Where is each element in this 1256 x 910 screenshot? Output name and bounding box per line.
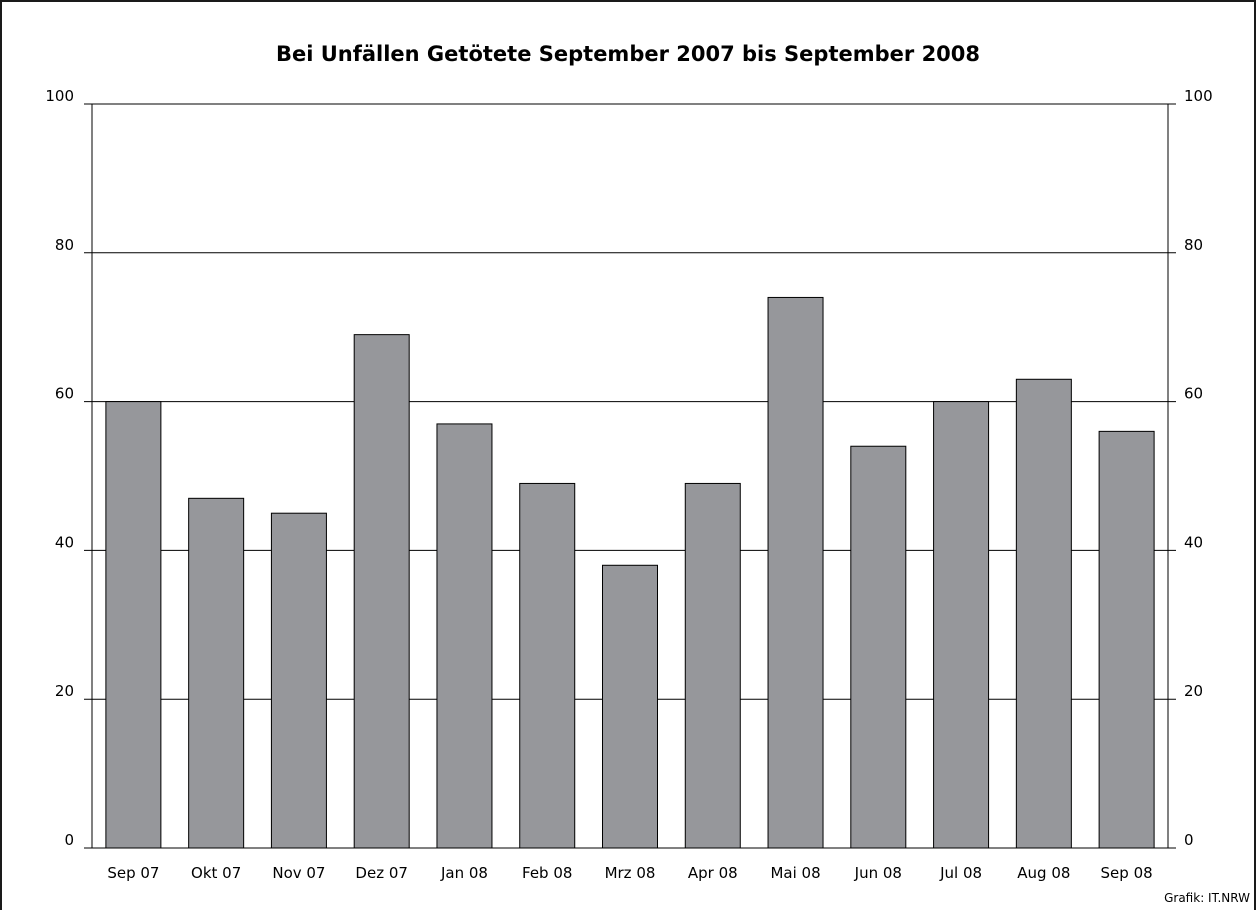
bar [436,423,493,849]
bar [105,401,162,849]
x-tick-label: Dez 07 [355,864,408,882]
y-tick-label-right: 0 [1184,831,1194,849]
y-tick-label-left: 60 [55,385,74,403]
y-tick-label-right: 20 [1184,682,1203,700]
bar [519,482,576,849]
x-tick-label: Aug 08 [1017,864,1070,882]
x-tick-label: Okt 07 [191,864,241,882]
bar [684,482,741,849]
bar [602,564,658,849]
y-tick-label-left: 20 [55,682,74,700]
chart-title: Bei Unfällen Getötete September 2007 bis… [275,42,981,66]
bar [850,445,907,849]
y-tick-label-left: 80 [55,236,74,254]
x-tick-label: Feb 08 [522,864,572,882]
bar [188,497,245,849]
y-tick-label-left: 0 [64,831,74,849]
x-tick-label: Sep 07 [107,864,159,882]
x-tick-label: Mrz 08 [605,864,656,882]
x-tick-label: Apr 08 [688,864,738,882]
bar [353,334,410,849]
y-tick-label-right: 60 [1184,385,1203,403]
x-tick-label: Jun 08 [854,864,902,882]
x-tick-label: Sep 08 [1101,864,1153,882]
y-tick-label-left: 100 [45,87,74,105]
x-tick-label: Mai 08 [770,864,820,882]
bar [270,512,327,849]
y-tick-label-right: 100 [1184,87,1213,105]
source-credit: Grafik: IT.NRW [1164,891,1250,905]
bar [767,296,824,849]
x-tick-label: Nov 07 [272,864,325,882]
x-tick-label: Jan 08 [440,864,488,882]
bar [1098,430,1155,849]
y-tick-label-right: 40 [1184,533,1203,551]
y-tick-label-right: 80 [1184,236,1203,254]
bar [933,401,990,849]
bar [1015,378,1072,849]
x-tick-label: Jul 08 [939,864,982,882]
y-tick-label-left: 40 [55,533,74,551]
